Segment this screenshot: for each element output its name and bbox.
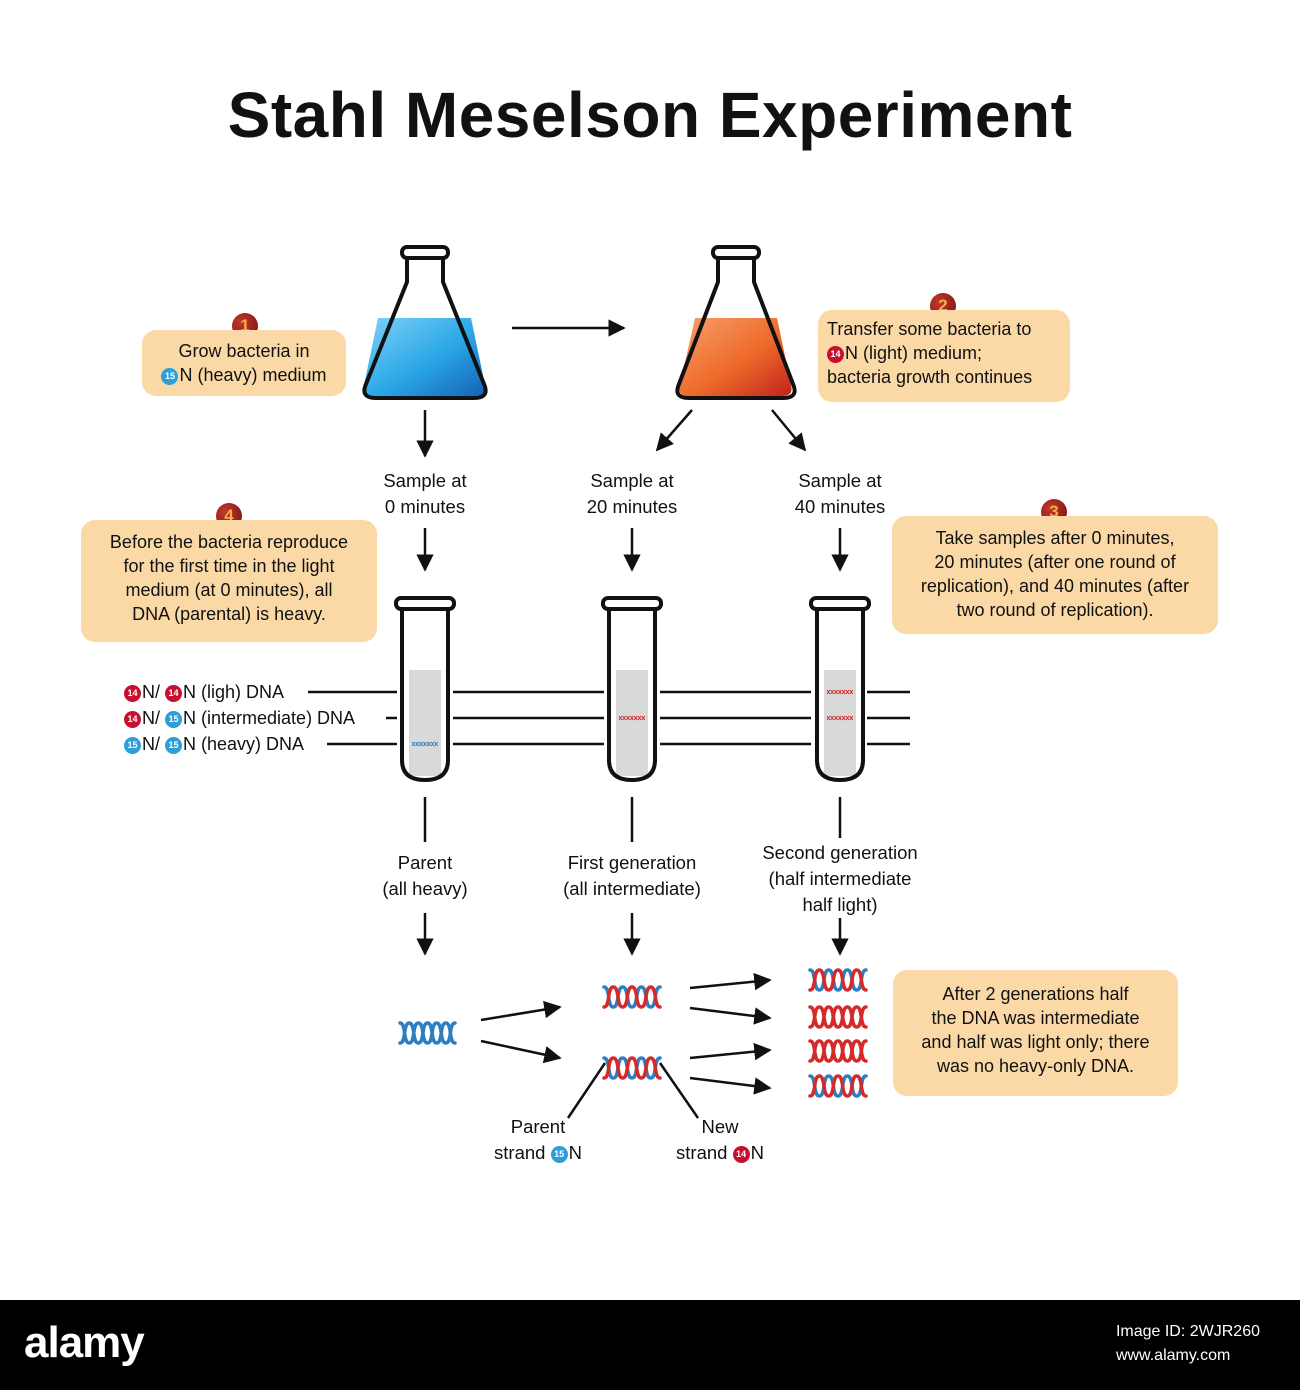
test-tube-0 bbox=[394, 596, 456, 783]
step-2-line3: bacteria growth continues bbox=[827, 367, 1033, 387]
conclusion-line3: and half was light only; there bbox=[921, 1032, 1150, 1052]
sample-40-label: Sample at 40 minutes bbox=[794, 470, 886, 517]
step-2-line1: Transfer some bacteria to bbox=[827, 319, 1032, 339]
step-1-line2: N (heavy) medium bbox=[179, 365, 327, 385]
step-3-line1: Take samples after 0 minutes, bbox=[935, 528, 1175, 548]
footer-site: www.alamy.com bbox=[1115, 1347, 1231, 1364]
flow-arrows bbox=[416, 319, 849, 572]
generation-first-label: First generation (all intermediate) bbox=[563, 852, 701, 899]
arrow-flask2-left bbox=[655, 409, 693, 452]
band-intermediate-second bbox=[826, 715, 854, 721]
dna-level-intermediate-label: 14 N/ 15 N (intermediate) DNA bbox=[124, 706, 355, 730]
dna-first-gen-top bbox=[602, 985, 662, 1009]
band-intermediate-first bbox=[618, 715, 646, 721]
alamy-logo: alamy bbox=[24, 1318, 145, 1367]
step-2-box: Transfer some bacteria to 14 N (light) me… bbox=[818, 310, 1070, 402]
generation-parent-label: Parent (all heavy) bbox=[382, 852, 468, 899]
step-4-line1: Before the bacteria reproduce bbox=[109, 532, 349, 552]
dna-level-light-label: 14 N/ 14 N (ligh) DNA bbox=[124, 680, 284, 704]
conclusion-line1: After 2 generations half bbox=[942, 984, 1129, 1004]
pointer-parent-strand bbox=[566, 1062, 607, 1119]
conclusion-line4: was no heavy-only DNA. bbox=[936, 1056, 1135, 1076]
generation-second-label: Second generation (half intermediate half … bbox=[762, 842, 918, 915]
dna-helices bbox=[398, 968, 868, 1098]
flask-light-medium bbox=[675, 245, 797, 400]
band-light-second bbox=[826, 689, 854, 695]
conclusion-box: After 2 generations half the DNA was int… bbox=[893, 970, 1178, 1096]
dna-first-gen-bottom bbox=[602, 1056, 662, 1080]
image-id: Image ID: 2WJR260 bbox=[1115, 1323, 1260, 1340]
step-1-line1: Grow bacteria in bbox=[178, 341, 310, 361]
dna-second-gen-2 bbox=[808, 1005, 868, 1029]
band-heavy-parent bbox=[411, 741, 439, 747]
arrow-flask2-right bbox=[771, 409, 807, 452]
test-tube-2 bbox=[809, 596, 871, 783]
step-4-line3: medium (at 0 minutes), all bbox=[125, 580, 333, 600]
sample-0-label: Sample at 0 minutes bbox=[383, 470, 467, 517]
footer-info: Image ID: 2WJR260 www.alamy.com bbox=[1116, 1320, 1260, 1368]
step-4-line4: DNA (parental) is heavy. bbox=[132, 604, 326, 624]
dna-second-gen-4 bbox=[808, 1074, 868, 1098]
n15-badge: 15 bbox=[161, 368, 179, 385]
n14-badge: 14 bbox=[827, 346, 844, 363]
dna-level-heavy-label: 15 N/ 15 N (heavy) DNA bbox=[124, 732, 304, 756]
sample-20-label: Sample at 20 minutes bbox=[586, 470, 678, 517]
flask-heavy-medium bbox=[362, 245, 488, 400]
step-2-line2: N (light) medium; bbox=[845, 343, 983, 363]
step-3-box: Take samples after 0 minutes, 20 minutes… bbox=[892, 516, 1218, 634]
step-3-line3: replication), and 40 minutes (after bbox=[920, 576, 1190, 596]
page-title: Stahl Meselson Experiment bbox=[227, 79, 1073, 151]
dna-second-gen-3 bbox=[808, 1039, 868, 1063]
step-1-box: Grow bacteria in 15 N (heavy) medium bbox=[142, 330, 346, 396]
pointer-new-strand bbox=[658, 1062, 700, 1119]
step-4-line2: for the first time in the light bbox=[123, 556, 335, 576]
test-tubes bbox=[394, 596, 871, 783]
arrow-parent-to-first-bottom bbox=[480, 1039, 562, 1064]
step-4-box: Before the bacteria reproduce for the fi… bbox=[81, 520, 377, 642]
generation-lines bbox=[416, 797, 849, 1119]
conclusion-line2: the DNA was intermediate bbox=[931, 1008, 1140, 1028]
new-strand-label: New strand 14 N bbox=[676, 1116, 764, 1163]
arrow-parent-to-first-top bbox=[480, 1000, 562, 1022]
dna-second-gen-1 bbox=[808, 968, 868, 992]
parent-strand-label: Parent strand 15 N bbox=[494, 1116, 582, 1163]
step-3-line4: two round of replication). bbox=[956, 600, 1154, 620]
band-lines bbox=[308, 690, 910, 746]
watermark-footer: alamy Image ID: 2WJR260 www.alamy.com bbox=[0, 1300, 1300, 1390]
dna-parent-heavy bbox=[398, 1021, 457, 1045]
step-3-line2: 20 minutes (after one round of bbox=[934, 552, 1176, 572]
test-tube-1 bbox=[601, 596, 663, 783]
